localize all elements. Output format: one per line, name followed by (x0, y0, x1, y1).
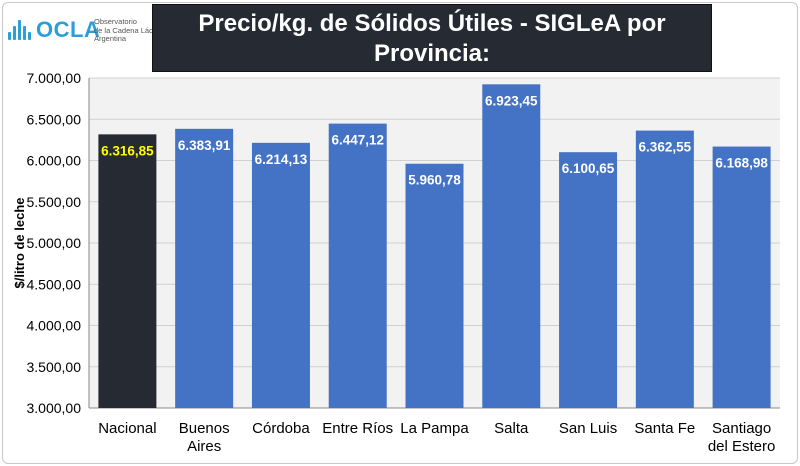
x-tick-label: Santiago (712, 420, 771, 437)
bar (712, 146, 771, 408)
x-tick-label: San Luis (559, 420, 617, 437)
x-tick-label: del Estero (708, 438, 776, 455)
ocla-bars-icon (8, 18, 36, 40)
bar (328, 123, 387, 408)
bar-data-label: 6.100,65 (562, 161, 615, 176)
y-tick-label: 6.500,00 (27, 111, 82, 127)
y-tick-label: 4.000,00 (27, 318, 82, 334)
y-tick-label: 4.500,00 (27, 276, 82, 292)
bar (405, 163, 464, 408)
y-tick-label: 7.000,00 (27, 70, 82, 86)
y-tick-label: 5.500,00 (27, 194, 82, 210)
x-tick-label: Entre Ríos (322, 420, 393, 437)
bar-data-label: 6.316,85 (101, 143, 154, 158)
bar-data-label: 5.960,78 (408, 173, 461, 188)
bar-data-label: 6.168,98 (715, 156, 768, 171)
bar (482, 84, 541, 409)
x-tick-label: La Pampa (400, 420, 469, 437)
bar (98, 134, 157, 409)
x-tick-label: Nacional (98, 420, 156, 437)
y-axis-label: $/litro de leche (12, 197, 27, 288)
chart-title-line: Precio/kg. de Sólidos Útiles - SIGLeA po… (198, 10, 666, 67)
bar-data-label: 6.214,13 (255, 152, 308, 167)
bar-data-label: 6.383,91 (178, 138, 231, 153)
bar-data-label: 6.923,45 (485, 93, 538, 108)
x-tick-label: Salta (494, 420, 529, 437)
y-tick-label: 6.000,00 (27, 153, 82, 169)
logo-name: OCLA (36, 17, 101, 42)
bar-data-label: 6.447,12 (331, 133, 384, 148)
bar (251, 142, 310, 408)
x-tick-label: Buenos (179, 420, 230, 437)
bar (559, 152, 618, 408)
x-tick-label: Santa Fe (634, 420, 695, 437)
y-tick-label: 3.000,00 (27, 400, 82, 416)
ocla-logo: OCLA Observatorio de la Cadena Láctea Ar… (8, 12, 163, 52)
bar (635, 130, 694, 408)
y-tick-label: 3.500,00 (27, 359, 82, 375)
logo-subtitle: Observatorio de la Cadena Láctea Argenti… (94, 17, 163, 43)
y-tick-label: 5.000,00 (27, 235, 82, 251)
bar (175, 128, 234, 408)
bar-data-label: 6.362,55 (639, 140, 692, 155)
x-tick-label: Córdoba (252, 420, 310, 437)
x-tick-label: Aires (187, 438, 221, 455)
